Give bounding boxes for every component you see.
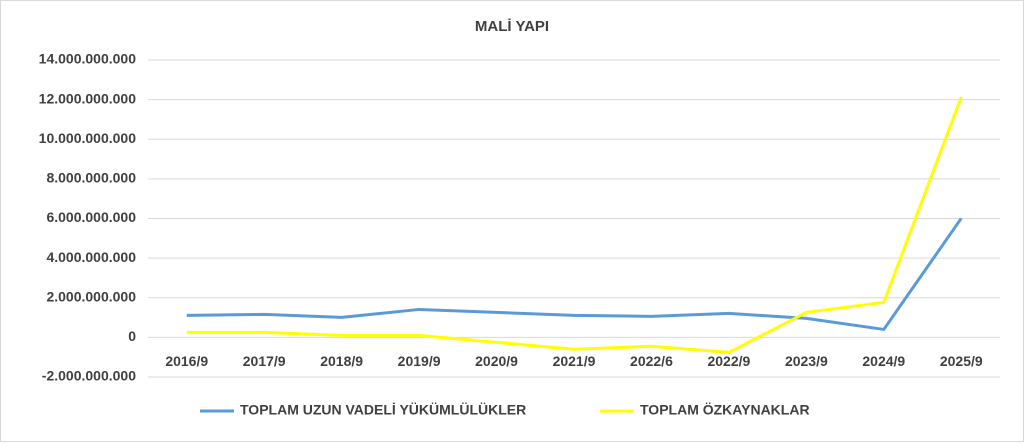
chart-title: MALİ YAPI [475, 18, 549, 35]
legend-label: TOPLAM UZUN VADELİ YÜKÜMLÜLÜKLER [240, 402, 526, 418]
x-tick-label: 2017/9 [243, 353, 286, 369]
y-tick-label: 10.000.000.000 [39, 130, 137, 146]
series-line [186, 217, 963, 331]
x-tick-label: 2024/9 [862, 353, 905, 369]
x-tick-label: 2022/6 [630, 353, 673, 369]
x-tick-label: 2020/9 [475, 353, 518, 369]
y-tick-label: -2.000.000.000 [42, 368, 136, 384]
x-tick-label: 2016/9 [165, 353, 208, 369]
x-tick-label: 2025/9 [940, 353, 983, 369]
y-tick-label: 0 [128, 328, 136, 344]
legend-label: TOPLAM ÖZKAYNAKLAR [640, 402, 810, 418]
x-tick-label: 2018/9 [320, 353, 363, 369]
y-tick-label: 14.000.000.000 [39, 51, 137, 67]
y-tick-label: 2.000.000.000 [46, 288, 136, 304]
x-tick-label: 2023/9 [785, 353, 828, 369]
y-tick-label: 8.000.000.000 [46, 170, 136, 186]
x-tick-label: 2019/9 [398, 353, 441, 369]
y-tick-label: 4.000.000.000 [46, 249, 136, 265]
x-tick-label: 2022/9 [707, 353, 750, 369]
y-tick-label: 12.000.000.000 [39, 90, 137, 106]
y-tick-label: 6.000.000.000 [46, 209, 136, 225]
series-line [186, 96, 963, 354]
x-tick-label: 2021/9 [553, 353, 596, 369]
